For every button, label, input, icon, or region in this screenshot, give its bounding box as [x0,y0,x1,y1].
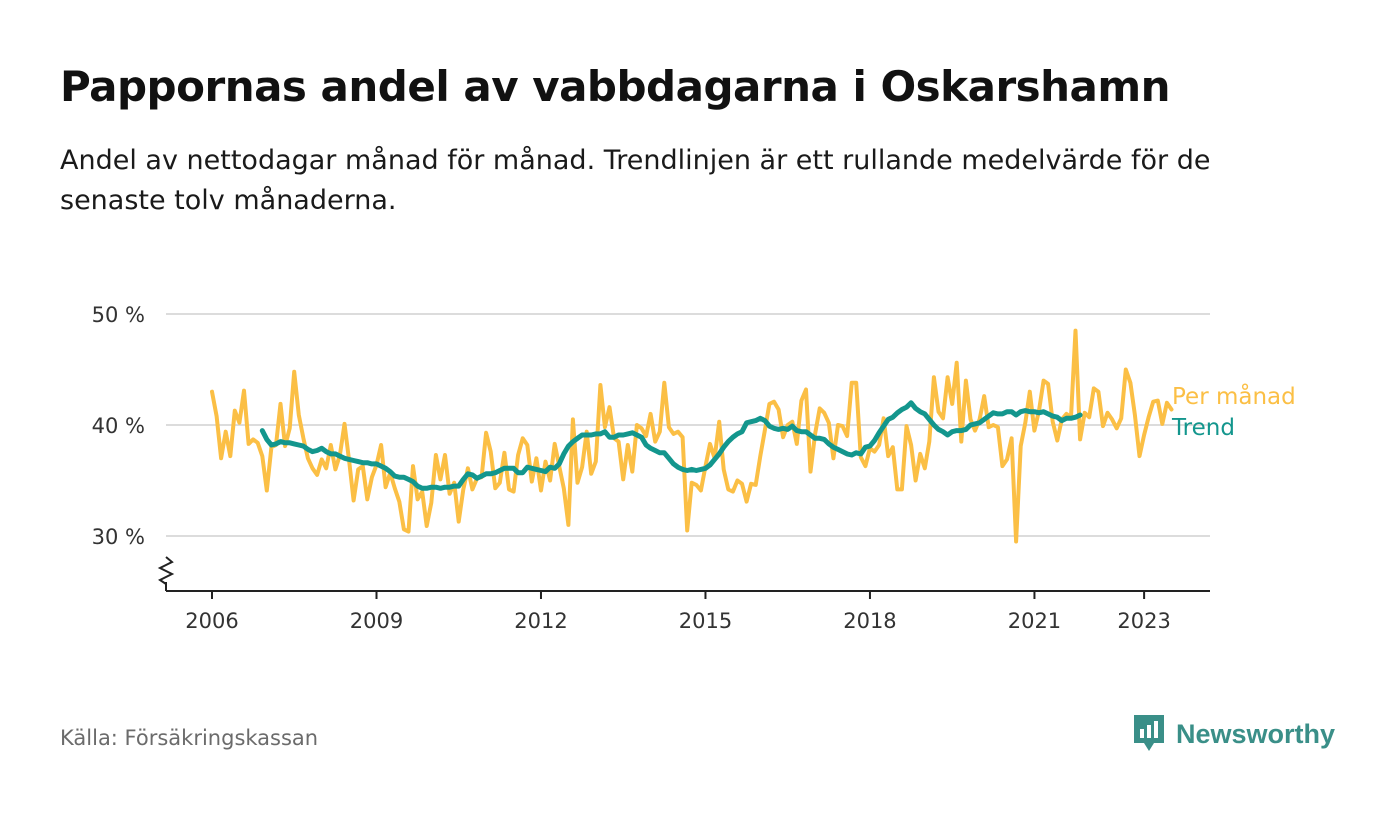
legend: Per månad Trend [1171,382,1296,441]
series [210,328,1174,544]
x-tick-label: 2015 [679,609,732,633]
chart-title: Pappornas andel av vabbdagarna i Oskarsh… [60,62,1171,111]
x-tick-label: 2006 [185,609,238,633]
x-tick-label: 2018 [843,609,896,633]
x-tick-label: 2021 [1008,609,1061,633]
source-note: Källa: Försäkringskassan [60,726,319,750]
newsworthy-logo: Newsworthy [1132,712,1335,756]
legend-label-trend: Trend [1171,415,1235,441]
y-tick-label: 40 % [92,414,145,438]
series-line-per-manad [210,328,1174,544]
newsworthy-logo-icon [1134,715,1164,751]
legend-label-per-manad: Per månad [1172,382,1296,410]
logo-text: Newsworthy [1176,718,1336,749]
chart-subtitle: Andel av nettodagar månad för månad. Tre… [60,145,1211,216]
x-tick-label: 2023 [1117,609,1170,633]
y-axis-break-icon [157,556,175,585]
x-axis-ticks: 2006 2009 2012 2015 2018 2021 2023 [185,591,1171,633]
x-tick-label: 2012 [514,609,567,633]
line-chart: 30 % 40 % 50 % 2006 2009 2012 2015 2018 2021 202… [92,303,1296,633]
y-tick-label: 30 % [92,525,145,549]
x-tick-label: 2009 [350,609,403,633]
axes [157,556,1210,592]
series-line-trend [259,400,1083,491]
y-axis-ticks: 30 % 40 % 50 % [92,303,145,549]
y-tick-label: 50 % [92,303,145,327]
